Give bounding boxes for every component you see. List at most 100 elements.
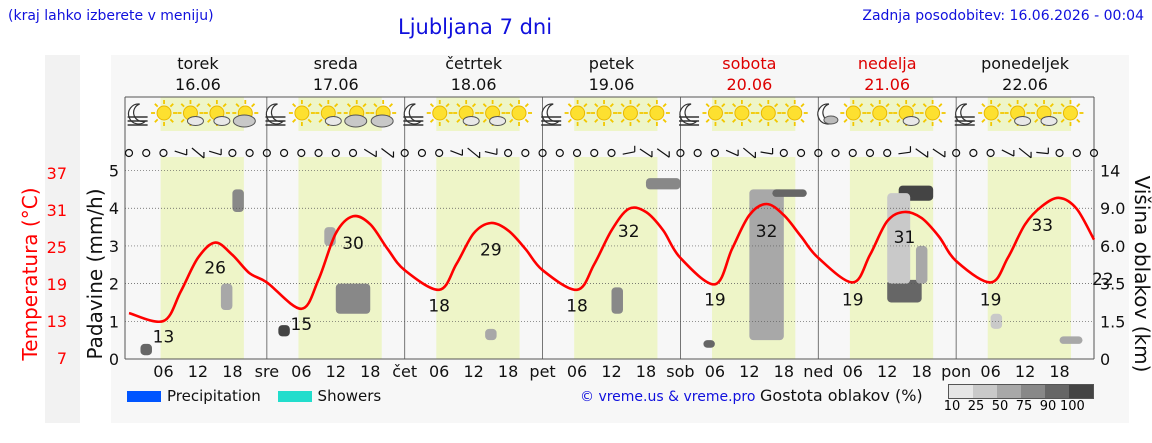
wind-barb xyxy=(932,148,946,158)
cloud-sun-icon xyxy=(232,100,259,128)
temperature-data-label: 19 xyxy=(980,291,1002,311)
cloud-density-swatch xyxy=(1069,385,1093,398)
chart-title: Ljubljana 7 dni xyxy=(398,15,553,39)
sun-icon xyxy=(728,100,755,126)
sun-ray xyxy=(373,103,378,108)
day-date: 21.06 xyxy=(864,75,910,94)
hour-label: 06 xyxy=(980,362,1000,381)
sun-ray xyxy=(1007,103,1012,108)
cloud-shape xyxy=(902,116,920,126)
wind-calm-circle xyxy=(1072,148,1081,158)
temperature-data-label: 19 xyxy=(842,291,864,311)
sun-ray xyxy=(1007,118,1012,123)
wind-calm-circle xyxy=(314,148,323,158)
cloud-shape xyxy=(232,114,256,128)
sun-cloud-icon xyxy=(315,100,342,126)
day-name: sreda xyxy=(314,54,358,73)
hour-label: 18 xyxy=(774,362,794,381)
hour-label: 18 xyxy=(911,362,931,381)
cloud-shape xyxy=(324,116,342,126)
wind-calm-circle xyxy=(779,148,788,158)
precip-tick-label: 5 xyxy=(109,162,119,181)
credit-link[interactable]: © vreme.us & vreme.pro xyxy=(580,389,756,405)
cloud-shape xyxy=(462,116,480,126)
sun-ray xyxy=(594,118,599,123)
temperature-data-label: 29 xyxy=(480,240,502,260)
sun-ray xyxy=(662,103,667,108)
sun-icon xyxy=(781,100,808,126)
sun-ray xyxy=(922,118,927,123)
precip-tick-label: 2 xyxy=(109,275,119,294)
wind-calm-circle xyxy=(865,148,875,158)
cloud-density-ticks: 10 25 50 75 90 100 xyxy=(940,399,1094,414)
sun-disc xyxy=(1062,105,1078,121)
moon-shape xyxy=(679,103,698,125)
temperature-data-label: 32 xyxy=(618,222,640,242)
cloud-shape xyxy=(1014,116,1032,126)
wind-calm-circle xyxy=(607,148,616,158)
cloud-shape xyxy=(213,116,231,126)
wind-barb xyxy=(656,148,670,158)
day-abbr: ned xyxy=(803,362,833,381)
region-note[interactable]: (kraj lahko izberete v meniju) xyxy=(8,8,214,24)
sun-ray xyxy=(445,118,450,123)
day-date: 19.06 xyxy=(589,75,635,94)
sun-ray xyxy=(445,103,450,108)
sun-ray xyxy=(180,103,185,108)
sun-ray xyxy=(609,103,614,108)
hour-label: 12 xyxy=(463,362,483,381)
day-abbr: pon xyxy=(941,362,971,381)
wind-calm-circle xyxy=(814,148,823,158)
sun-disc xyxy=(649,105,665,121)
sun-disc xyxy=(787,105,803,121)
sun-ray xyxy=(896,118,901,123)
temperature-data-label: 33 xyxy=(1031,216,1053,236)
sun-disc xyxy=(156,105,172,121)
sun-disc xyxy=(294,105,310,121)
sun-ray xyxy=(1076,103,1081,108)
sun-ray xyxy=(1076,118,1081,123)
moon-fog-icon xyxy=(954,103,975,126)
cloud-density-tick: 10 xyxy=(943,399,961,414)
moon-cloud-icon xyxy=(817,103,839,125)
hour-label: 18 xyxy=(498,362,518,381)
moon-fog-icon xyxy=(127,103,148,126)
daylight-band xyxy=(574,157,658,359)
wind-barb xyxy=(915,148,929,158)
sun-ray xyxy=(981,118,986,123)
cloud-density-tick: 75 xyxy=(1015,399,1033,414)
hour-label: 06 xyxy=(567,362,587,381)
sun-ray xyxy=(662,118,667,123)
cloud-density-swatch xyxy=(973,385,997,398)
sun-ray xyxy=(705,118,710,123)
cloud-shape xyxy=(370,114,394,128)
cloud-tick-label: 0 xyxy=(1100,350,1110,369)
sun-ray xyxy=(180,118,185,123)
sun-icon xyxy=(755,100,782,126)
sun-ray xyxy=(482,103,487,108)
sun-ray xyxy=(981,103,986,108)
wind-calm-circle xyxy=(279,148,289,158)
sun-cloud-icon xyxy=(1031,100,1058,126)
sun-disc xyxy=(570,105,586,121)
wind-calm-circle xyxy=(710,148,719,158)
wind-calm-circle xyxy=(831,148,840,158)
day-name: sobota xyxy=(722,54,776,73)
sun-ray xyxy=(609,118,614,123)
hour-label: 18 xyxy=(1049,362,1069,381)
sun-ray xyxy=(471,103,477,108)
sun-icon xyxy=(426,100,453,126)
sun-ray xyxy=(636,103,641,108)
sun-ray xyxy=(235,103,240,108)
sun-ray xyxy=(859,103,864,108)
wind-calm-circle xyxy=(417,148,427,158)
sun-ray xyxy=(456,103,461,108)
sun-ray xyxy=(938,103,943,108)
moon-fog-icon xyxy=(541,103,562,126)
daylight-band xyxy=(987,157,1072,359)
wind-calm-circle xyxy=(331,148,340,158)
wind-barb xyxy=(742,147,756,159)
cloud-sun-icon xyxy=(343,100,370,128)
cloud-density-patch xyxy=(232,189,244,212)
